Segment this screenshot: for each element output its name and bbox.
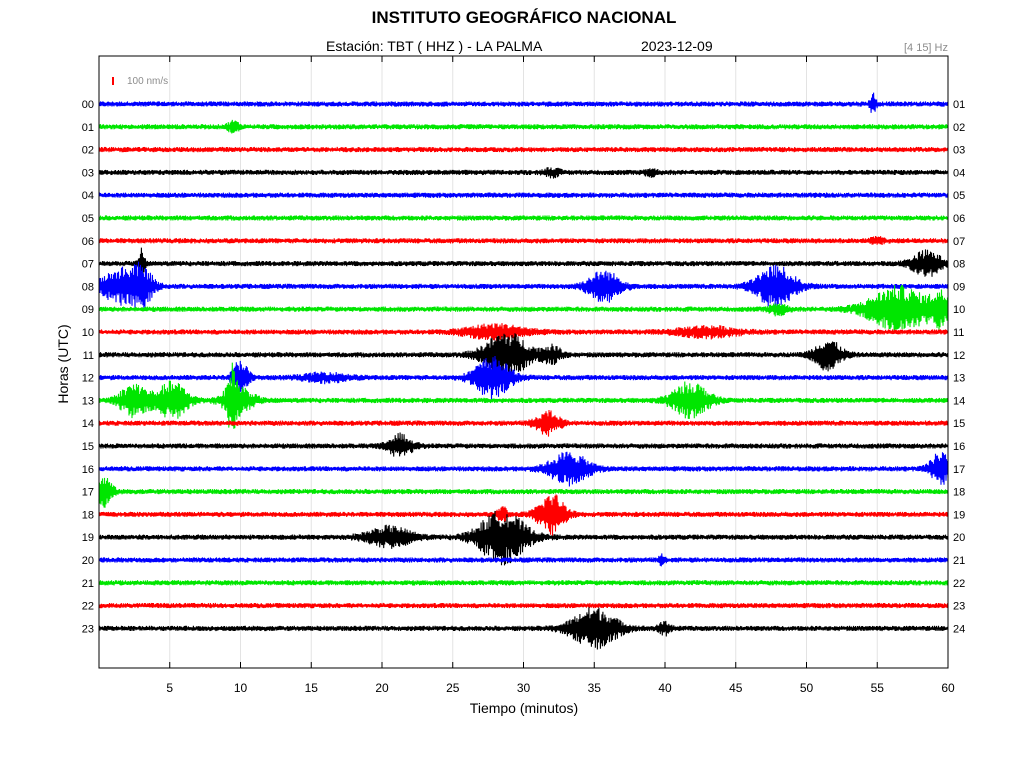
hour-label-left: 05 xyxy=(82,213,94,225)
trace-hour-15 xyxy=(98,432,949,457)
trace-hour-16 xyxy=(98,451,949,487)
x-tick-label: 40 xyxy=(658,681,672,695)
hour-label-left: 08 xyxy=(82,281,94,293)
x-tick-label: 60 xyxy=(941,681,955,695)
trace-hour-04 xyxy=(98,192,949,198)
hour-label-left: 19 xyxy=(82,532,94,544)
trace-hour-23 xyxy=(98,607,949,650)
trace-hour-22 xyxy=(98,602,949,609)
hour-label-left: 15 xyxy=(82,441,94,453)
trace-hour-21 xyxy=(98,580,949,586)
x-axis-label: Tiempo (minutos) xyxy=(469,700,579,716)
hour-label-left: 01 xyxy=(82,122,94,134)
scale-bar-label: 100 nm/s xyxy=(127,76,169,87)
hour-label-left: 07 xyxy=(82,259,94,271)
trace-hour-12 xyxy=(98,355,949,400)
x-tick-label: 25 xyxy=(446,681,460,695)
hour-label-left: 10 xyxy=(82,327,94,339)
date-label: 2023-12-09 xyxy=(641,38,713,54)
x-tick-label: 5 xyxy=(166,681,173,695)
hour-label-left: 11 xyxy=(83,350,94,362)
hour-label-right: 03 xyxy=(953,145,965,157)
trace-hour-13 xyxy=(98,362,949,429)
hour-label-right: 06 xyxy=(953,213,965,225)
trace-hour-03 xyxy=(98,167,949,179)
trace-hour-05 xyxy=(98,215,949,221)
hour-label-left: 02 xyxy=(82,145,94,157)
hour-label-left: 06 xyxy=(82,236,94,248)
x-tick-label: 35 xyxy=(588,681,602,695)
hour-label-right: 13 xyxy=(953,373,965,385)
hour-label-right: 07 xyxy=(953,236,965,248)
trace-hour-06 xyxy=(98,235,949,246)
hour-label-left: 18 xyxy=(82,509,94,521)
trace-hour-10 xyxy=(98,323,949,342)
hour-labels: 00 01 01 02 02 03 03 04 04 05 05 06 06 07 07 08 08 09 09 10… xyxy=(82,99,966,635)
station-label: Estación: TBT ( HHZ ) - LA PALMA xyxy=(326,38,543,54)
trace-group xyxy=(98,92,949,650)
trace-hour-08 xyxy=(98,261,949,310)
hour-label-left: 00 xyxy=(82,99,94,111)
x-tick-label: 45 xyxy=(729,681,743,695)
hour-label-left: 22 xyxy=(82,601,94,613)
hour-label-right: 12 xyxy=(953,350,965,362)
hour-label-right: 10 xyxy=(953,304,965,316)
hour-label-right: 15 xyxy=(953,418,965,430)
hour-label-left: 21 xyxy=(82,578,94,590)
hour-label-right: 18 xyxy=(953,487,965,499)
x-axis: 5 10 15 20 25 30 35 40 45 50 55 60 xyxy=(166,56,955,695)
hour-label-left: 16 xyxy=(82,464,94,476)
hour-label-right: 21 xyxy=(953,555,965,567)
hour-label-right: 08 xyxy=(953,259,965,271)
trace-hour-20 xyxy=(98,553,949,567)
hour-label-right: 14 xyxy=(953,395,965,407)
hour-label-right: 01 xyxy=(953,99,965,111)
x-tick-label: 20 xyxy=(375,681,389,695)
trace-hour-18 xyxy=(98,494,949,537)
hour-label-right: 16 xyxy=(953,441,965,453)
x-tick-label: 55 xyxy=(871,681,885,695)
hour-label-left: 13 xyxy=(82,395,94,407)
x-tick-label: 15 xyxy=(305,681,319,695)
hour-label-right: 22 xyxy=(953,578,965,590)
hour-label-left: 14 xyxy=(82,418,94,430)
hour-label-left: 04 xyxy=(82,190,94,202)
trace-hour-09 xyxy=(98,285,949,331)
trace-hour-14 xyxy=(98,409,949,437)
trace-hour-11 xyxy=(98,333,949,379)
hour-label-right: 19 xyxy=(953,509,965,521)
x-tick-label: 30 xyxy=(517,681,531,695)
trace-hour-02 xyxy=(98,146,949,153)
x-tick-label: 10 xyxy=(234,681,248,695)
page-title: INSTITUTO GEOGRÁFICO NACIONAL xyxy=(371,8,677,27)
hour-label-right: 24 xyxy=(953,623,965,635)
hour-label-right: 11 xyxy=(953,327,964,339)
hour-label-right: 05 xyxy=(953,190,965,202)
hour-label-right: 09 xyxy=(953,281,965,293)
hour-label-right: 20 xyxy=(953,532,965,544)
trace-hour-17 xyxy=(98,477,949,508)
x-tick-label: 50 xyxy=(800,681,814,695)
hour-label-left: 23 xyxy=(82,623,94,635)
trace-hour-01 xyxy=(98,119,949,134)
trace-hour-07 xyxy=(98,247,949,277)
trace-hour-19 xyxy=(98,510,949,566)
hour-label-left: 09 xyxy=(82,304,94,316)
hour-label-left: 20 xyxy=(82,555,94,567)
hour-label-left: 17 xyxy=(82,487,94,499)
trace-hour-00 xyxy=(98,92,949,113)
filter-label: [4 15] Hz xyxy=(903,42,948,54)
hour-label-left: 03 xyxy=(82,167,94,179)
hour-label-right: 17 xyxy=(953,464,965,476)
hour-label-right: 23 xyxy=(953,601,965,613)
hour-label-right: 04 xyxy=(953,167,965,179)
scale-bar xyxy=(112,77,114,85)
hour-label-left: 12 xyxy=(82,373,94,385)
hour-label-right: 02 xyxy=(953,122,965,134)
